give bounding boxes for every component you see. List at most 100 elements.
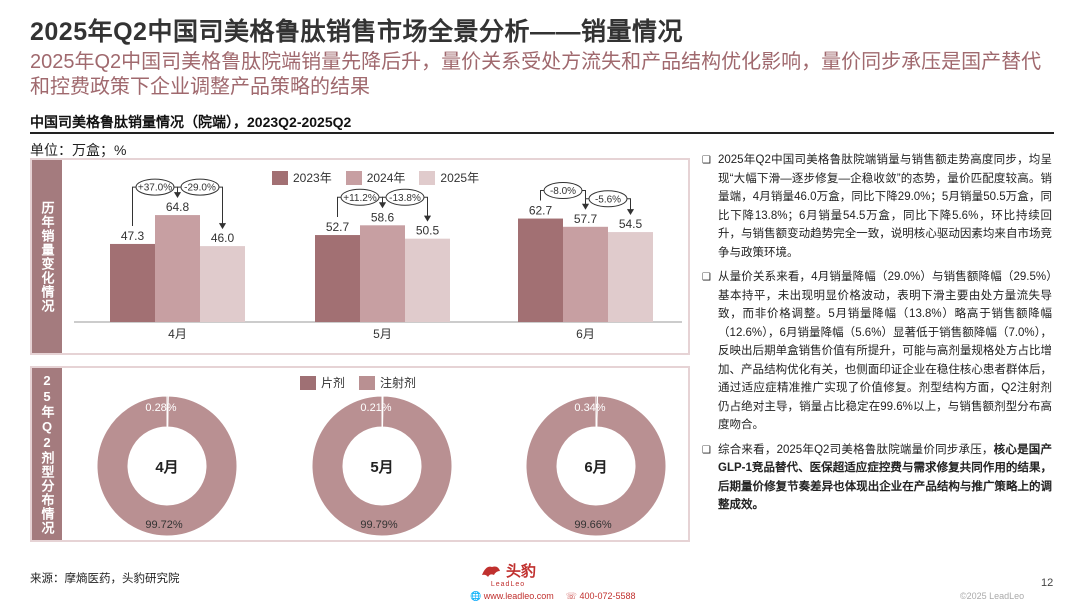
bar-value-label: 46.0 bbox=[211, 231, 235, 245]
tablet-share-label: 0.28% bbox=[145, 402, 176, 414]
donut-slice-injection bbox=[96, 395, 238, 537]
bar-panel-side-label: 历年销量变化情况 bbox=[32, 160, 62, 353]
growth-badge bbox=[340, 188, 380, 206]
legend-swatch-2023 bbox=[272, 170, 288, 185]
leopard-logo-icon bbox=[482, 566, 500, 577]
logo-subtext: LeadLeo bbox=[490, 581, 526, 588]
phone-number: ☏ 400-072-5588 bbox=[565, 591, 636, 601]
bullet-3-text: 综合来看，2025年Q2司美格鲁肽院端量价同步承压，核心是国产GLP-1竞品替代… bbox=[718, 441, 1052, 515]
donut-4月: 4月 0.28% 99.72% bbox=[96, 395, 238, 537]
arrow-down-icon bbox=[424, 215, 431, 222]
logo-text: 头豹 bbox=[506, 563, 537, 580]
bar-2025年-6月 bbox=[608, 232, 653, 322]
legend-label-2025: 2025年 bbox=[440, 171, 480, 185]
legend-swatch-injection bbox=[359, 375, 376, 390]
growth-badge bbox=[385, 188, 425, 206]
tablet-share-label: 0.34% bbox=[574, 402, 605, 414]
source-note: 来源：摩熵医药，头豹研究院 bbox=[30, 573, 180, 585]
donut-slice-tablet bbox=[166, 395, 169, 428]
donut-hole bbox=[559, 429, 633, 503]
donut-slice-tablet bbox=[381, 395, 384, 428]
bullet-3-bold: 核心是国产GLP-1竞品替代、医保超适应症控费与需求修复共同作用的结果，后期量价… bbox=[718, 443, 1053, 512]
bar-value-label: 57.7 bbox=[574, 212, 598, 226]
arrow-down-icon bbox=[219, 222, 226, 230]
legend-2025: 2025年 bbox=[419, 169, 479, 186]
bar-2024年-4月 bbox=[155, 215, 200, 322]
donut-slice-injection bbox=[525, 395, 667, 537]
legend-2023: 2023年 bbox=[272, 169, 332, 186]
donut-center-label: 4月 bbox=[155, 459, 178, 476]
bar-value-label: 47.3 bbox=[121, 229, 145, 243]
tablet-share-label: 0.21% bbox=[360, 402, 391, 414]
bar-legend: 2023年 2024年 2025年 bbox=[272, 169, 479, 186]
donut-slice-tablet bbox=[595, 395, 599, 428]
unit-label: 单位：万盒；% bbox=[30, 142, 127, 158]
growth-label: +11.2% bbox=[343, 193, 377, 204]
bar-2023年-4月 bbox=[110, 243, 155, 322]
legend-label-tablet: 片剂 bbox=[321, 376, 346, 390]
x-tick-label: 5月 bbox=[373, 327, 392, 341]
x-tick-label: 4月 bbox=[168, 327, 187, 341]
chart-title: 中国司美格鲁肽销量情况（院端），2023Q2-2025Q2 bbox=[30, 114, 352, 130]
donut-charts: 4月 0.28% 99.72% 5月 0.21% 99.79% 6月 0.34% 99.66% bbox=[96, 395, 667, 537]
injection-share-label: 99.72% bbox=[145, 519, 183, 531]
bar-value-label: 64.8 bbox=[166, 200, 190, 214]
x-tick-label: 6月 bbox=[576, 327, 595, 341]
bar-value-label: 62.7 bbox=[529, 204, 553, 218]
donut-hole bbox=[345, 429, 419, 503]
bar-2025年-5月 bbox=[405, 238, 450, 322]
growth-badge bbox=[588, 190, 628, 208]
bar-2024年-6月 bbox=[563, 226, 608, 322]
growth-label: -13.8% bbox=[389, 193, 421, 204]
copyright: ©2025 LeadLeo bbox=[960, 591, 1025, 601]
bullet-1-text: 2025年Q2中国司美格鲁肽院端销量与销售额走势高度同步，均呈现“大幅下滑—逐步… bbox=[718, 154, 1052, 259]
legend-injection: 注射剂 bbox=[359, 374, 416, 391]
legend-swatch-2025 bbox=[419, 170, 436, 185]
page-number: 12 bbox=[1041, 577, 1054, 589]
bar-value-label: 58.6 bbox=[371, 210, 395, 224]
legend-tablet: 片剂 bbox=[300, 374, 345, 391]
legend-swatch-tablet bbox=[300, 375, 316, 390]
bullet-marker-icon: ❑ bbox=[702, 272, 711, 283]
bullet-marker-icon: ❑ bbox=[702, 444, 711, 456]
donut-legend: 片剂 注射剂 bbox=[300, 374, 416, 391]
donut-5月: 5月 0.21% 99.79% bbox=[311, 395, 453, 537]
legend-swatch-2024 bbox=[345, 170, 362, 185]
bullet-2-text: 从量价关系来看，4月销量降幅（29.0%）与销售额降幅（29.5%）基本持平，未… bbox=[718, 271, 1052, 431]
donut-center-label: 6月 bbox=[584, 459, 607, 476]
donut-slice-injection bbox=[311, 395, 453, 537]
injection-share-label: 99.66% bbox=[574, 519, 612, 531]
bar-value-label: 52.7 bbox=[326, 220, 350, 234]
bullet-3-normal: 综合来看，2025年Q2司美格鲁肽院端量价同步承压， bbox=[718, 443, 994, 456]
page-subtitle: 2025年Q2中国司美格鲁肽院端销量先降后升，量价关系受处方流失和产品结构优化影… bbox=[30, 51, 1042, 98]
bar-chart-panel: 历年销量变化情况 2023年 2024年 2025年 47.3 64.8 46.0 4… bbox=[30, 158, 690, 355]
bar-2023年-5月 bbox=[315, 235, 360, 322]
website-link[interactable]: 🌐 www.leadleo.com bbox=[470, 591, 554, 601]
page-title: 2025年Q2中国司美格鲁肽销售市场全景分析——销量情况 bbox=[30, 18, 683, 46]
bar-2023年-6月 bbox=[518, 218, 563, 322]
leadleo-logo: 头豹 LeadLeo bbox=[480, 560, 536, 588]
donut-center-label: 5月 bbox=[370, 459, 393, 476]
contact-info: 🌐 www.leadleo.com ☏ 400-072-5588 bbox=[470, 591, 636, 602]
bar-value-label: 50.5 bbox=[416, 224, 440, 238]
bullet-1: ❑ 2025年Q2中国司美格鲁肽院端销量与销售额走势高度同步，均呈现“大幅下滑—… bbox=[702, 151, 1052, 262]
bar-2024年-5月 bbox=[360, 225, 405, 322]
legend-label-2023: 2023年 bbox=[293, 171, 332, 185]
legend-label-injection: 注射剂 bbox=[380, 376, 417, 390]
legend-label-2024: 2024年 bbox=[366, 171, 406, 185]
bullet-marker-icon: ❑ bbox=[702, 155, 711, 166]
donut-hole bbox=[130, 429, 204, 503]
bar-2025年-4月 bbox=[200, 246, 245, 322]
bar-value-label: 54.5 bbox=[619, 217, 643, 231]
donut-panel-side-label: 25年Q2剂型分布情况 bbox=[32, 368, 62, 540]
legend-2024: 2024年 bbox=[345, 169, 406, 186]
growth-badge bbox=[135, 178, 175, 196]
arrow-down-icon bbox=[627, 208, 634, 216]
growth-label: +37.0% bbox=[138, 183, 172, 194]
growth-label: -29.0% bbox=[184, 183, 216, 194]
growth-label: -8.0% bbox=[550, 186, 576, 197]
growth-label: -5.6% bbox=[595, 194, 621, 205]
growth-badge bbox=[180, 178, 220, 196]
title-divider bbox=[30, 132, 1054, 134]
bullet-3: ❑ 综合来看，2025年Q2司美格鲁肽院端量价同步承压，核心是国产GLP-1竞品… bbox=[702, 441, 1052, 515]
